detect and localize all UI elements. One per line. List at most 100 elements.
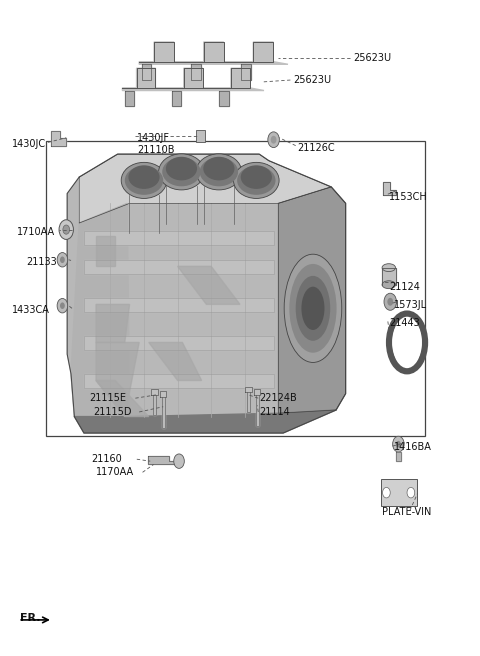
Text: 22124B: 22124B <box>259 393 297 403</box>
Polygon shape <box>162 397 165 428</box>
Polygon shape <box>139 42 288 64</box>
Polygon shape <box>96 380 149 417</box>
Ellipse shape <box>240 165 272 189</box>
Circle shape <box>396 441 401 447</box>
Ellipse shape <box>392 318 421 367</box>
Ellipse shape <box>382 264 396 272</box>
Ellipse shape <box>296 276 330 341</box>
Polygon shape <box>256 395 259 426</box>
Polygon shape <box>96 236 115 266</box>
Text: 21115D: 21115D <box>94 407 132 417</box>
Ellipse shape <box>204 157 234 180</box>
Text: PLATE-VIN: PLATE-VIN <box>382 506 431 517</box>
Polygon shape <box>71 203 130 417</box>
Bar <box>46 141 425 436</box>
Text: 21114: 21114 <box>259 407 290 417</box>
Circle shape <box>393 436 404 452</box>
Circle shape <box>174 454 184 468</box>
Text: 1573JL: 1573JL <box>394 300 427 310</box>
Text: FR.: FR. <box>20 613 41 623</box>
Circle shape <box>268 132 279 148</box>
Polygon shape <box>192 64 201 80</box>
Bar <box>84 336 274 350</box>
Text: 1710AA: 1710AA <box>17 226 55 237</box>
Ellipse shape <box>158 154 204 190</box>
Circle shape <box>57 298 68 313</box>
Ellipse shape <box>301 287 324 330</box>
Bar <box>84 231 274 245</box>
Text: 1430JC: 1430JC <box>12 139 46 150</box>
Polygon shape <box>172 91 181 106</box>
Text: 1416BA: 1416BA <box>394 442 432 453</box>
Circle shape <box>407 487 415 498</box>
Polygon shape <box>79 154 331 223</box>
Polygon shape <box>67 154 346 433</box>
Ellipse shape <box>200 157 238 186</box>
Bar <box>84 231 274 245</box>
Bar <box>381 479 417 506</box>
Circle shape <box>57 253 68 267</box>
Polygon shape <box>122 68 264 91</box>
Polygon shape <box>142 64 152 80</box>
Bar <box>84 298 274 312</box>
Text: 21160: 21160 <box>91 454 122 464</box>
Text: 21126C: 21126C <box>298 142 335 153</box>
Ellipse shape <box>233 162 279 199</box>
Bar <box>84 336 274 350</box>
Polygon shape <box>278 187 346 413</box>
Text: 1170AA: 1170AA <box>96 467 134 478</box>
Circle shape <box>271 136 276 144</box>
Text: 25623U: 25623U <box>293 75 331 85</box>
Polygon shape <box>74 410 336 433</box>
Circle shape <box>384 293 396 310</box>
Polygon shape <box>160 392 167 397</box>
Ellipse shape <box>129 165 159 189</box>
Circle shape <box>60 302 65 309</box>
Circle shape <box>383 487 390 498</box>
Text: 21443: 21443 <box>389 318 420 328</box>
Polygon shape <box>245 387 252 392</box>
Polygon shape <box>178 266 240 304</box>
Text: 21133: 21133 <box>26 257 57 268</box>
Ellipse shape <box>382 281 396 289</box>
Polygon shape <box>382 268 396 285</box>
Text: 21124: 21124 <box>389 281 420 292</box>
Polygon shape <box>153 395 156 415</box>
Text: 1433CA: 1433CA <box>12 305 50 316</box>
Polygon shape <box>396 452 401 461</box>
Polygon shape <box>96 304 130 342</box>
Polygon shape <box>247 392 250 412</box>
Bar <box>84 260 274 274</box>
Ellipse shape <box>121 162 167 199</box>
Text: 1153CH: 1153CH <box>389 192 428 202</box>
Ellipse shape <box>237 166 276 195</box>
Circle shape <box>60 256 65 263</box>
Polygon shape <box>149 342 202 380</box>
Text: 1430JF: 1430JF <box>137 133 170 143</box>
Ellipse shape <box>166 157 197 180</box>
Text: 21110B: 21110B <box>137 144 174 155</box>
Polygon shape <box>219 91 228 106</box>
Bar <box>84 298 274 312</box>
Ellipse shape <box>196 154 242 190</box>
Ellipse shape <box>284 254 342 362</box>
Circle shape <box>59 220 73 239</box>
Circle shape <box>387 298 393 306</box>
Bar <box>196 130 205 142</box>
Text: 25623U: 25623U <box>353 52 391 63</box>
Circle shape <box>63 225 70 234</box>
Polygon shape <box>254 390 261 395</box>
Polygon shape <box>383 182 396 195</box>
Polygon shape <box>241 64 251 80</box>
Ellipse shape <box>125 166 163 195</box>
Text: 21115E: 21115E <box>89 393 126 403</box>
Polygon shape <box>148 456 177 464</box>
Polygon shape <box>51 131 66 146</box>
Polygon shape <box>151 390 158 395</box>
Ellipse shape <box>162 157 201 186</box>
Polygon shape <box>96 342 139 417</box>
Bar <box>84 374 274 388</box>
Ellipse shape <box>289 264 336 353</box>
Bar <box>84 260 274 274</box>
Bar <box>84 374 274 388</box>
